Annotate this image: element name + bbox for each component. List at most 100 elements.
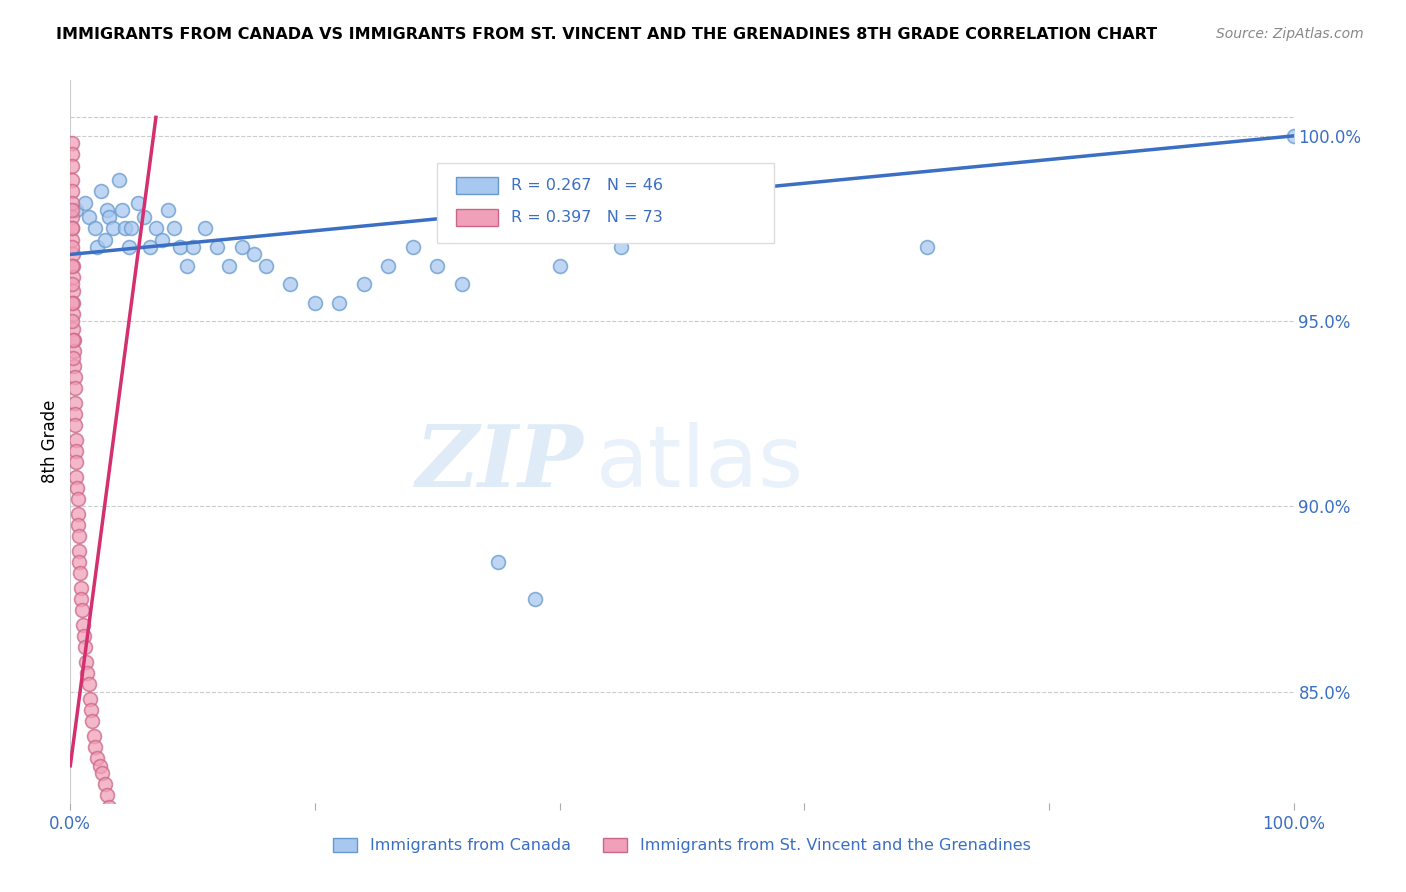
Point xyxy=(65,469,87,483)
Point xyxy=(63,343,86,358)
Point xyxy=(62,307,84,321)
Point xyxy=(65,455,87,469)
Point xyxy=(353,277,375,291)
Point xyxy=(60,221,83,235)
Point xyxy=(60,173,83,187)
Point xyxy=(548,259,571,273)
Point xyxy=(176,259,198,273)
Text: atlas: atlas xyxy=(596,422,804,505)
Point xyxy=(62,259,84,273)
Point xyxy=(89,758,111,772)
Text: R = 0.397   N = 73: R = 0.397 N = 73 xyxy=(510,210,662,225)
Point xyxy=(328,295,350,310)
Point xyxy=(96,789,118,803)
Point xyxy=(62,269,84,284)
Point xyxy=(80,703,103,717)
Point xyxy=(98,799,121,814)
Point xyxy=(402,240,425,254)
Point xyxy=(62,333,84,347)
Point xyxy=(377,259,399,273)
Point xyxy=(72,618,94,632)
Point xyxy=(60,159,83,173)
Point xyxy=(60,147,83,161)
Point xyxy=(63,333,86,347)
Text: ZIP: ZIP xyxy=(416,421,583,505)
Point xyxy=(254,259,277,273)
Point xyxy=(169,240,191,254)
Point xyxy=(121,863,143,877)
Point xyxy=(65,202,87,217)
Point xyxy=(139,240,162,254)
Point xyxy=(82,714,104,729)
Point xyxy=(108,840,131,855)
Point xyxy=(127,877,149,891)
Point xyxy=(91,766,114,780)
Point xyxy=(70,592,93,607)
Point xyxy=(63,417,86,432)
Point xyxy=(205,240,228,254)
Point xyxy=(83,729,105,743)
Point xyxy=(75,655,97,669)
Point xyxy=(60,295,83,310)
Point xyxy=(111,202,134,217)
Point xyxy=(65,443,87,458)
Point xyxy=(63,381,86,395)
Point xyxy=(610,240,633,254)
FancyBboxPatch shape xyxy=(437,163,773,243)
Point xyxy=(101,221,124,235)
Point xyxy=(127,195,149,210)
Point xyxy=(83,740,105,755)
Point xyxy=(108,173,131,187)
Point xyxy=(163,221,186,235)
Point xyxy=(67,529,90,543)
Point xyxy=(157,202,180,217)
Point xyxy=(132,888,155,892)
Point xyxy=(69,555,91,569)
Point xyxy=(63,359,86,373)
Point xyxy=(105,825,128,839)
Point xyxy=(66,507,89,521)
Point xyxy=(60,185,83,199)
Point xyxy=(93,233,115,247)
Point xyxy=(76,666,98,681)
Point xyxy=(60,202,83,217)
Text: R = 0.267   N = 46: R = 0.267 N = 46 xyxy=(510,178,662,194)
Point xyxy=(426,259,449,273)
Point xyxy=(67,544,90,558)
Point xyxy=(73,195,96,210)
Point xyxy=(60,240,83,254)
Point xyxy=(63,407,86,421)
Point xyxy=(62,285,84,299)
Point xyxy=(488,555,510,569)
Point xyxy=(65,433,87,447)
Bar xyxy=(456,209,498,227)
Point xyxy=(101,814,124,829)
Point xyxy=(67,517,90,532)
Point xyxy=(194,221,217,235)
Point xyxy=(63,395,86,409)
Point xyxy=(69,581,91,595)
Point xyxy=(145,221,167,235)
Point xyxy=(60,136,83,151)
Text: IMMIGRANTS FROM CANADA VS IMMIGRANTS FROM ST. VINCENT AND THE GRENADINES 8TH GRA: IMMIGRANTS FROM CANADA VS IMMIGRANTS FRO… xyxy=(56,27,1157,42)
Point xyxy=(150,233,173,247)
Point xyxy=(450,277,472,291)
Point xyxy=(304,295,326,310)
Bar xyxy=(456,178,498,194)
Point xyxy=(1282,128,1305,143)
Point xyxy=(79,692,101,706)
Point xyxy=(73,629,96,643)
Point xyxy=(280,277,302,291)
Point xyxy=(243,247,266,261)
Point xyxy=(114,221,136,235)
Point xyxy=(231,240,253,254)
Point xyxy=(114,851,136,865)
Point xyxy=(77,677,100,691)
Point xyxy=(96,202,118,217)
Point xyxy=(69,566,91,580)
Point xyxy=(73,640,96,655)
Point xyxy=(70,603,93,617)
Point xyxy=(86,240,108,254)
Point xyxy=(90,185,112,199)
Point xyxy=(524,592,547,607)
